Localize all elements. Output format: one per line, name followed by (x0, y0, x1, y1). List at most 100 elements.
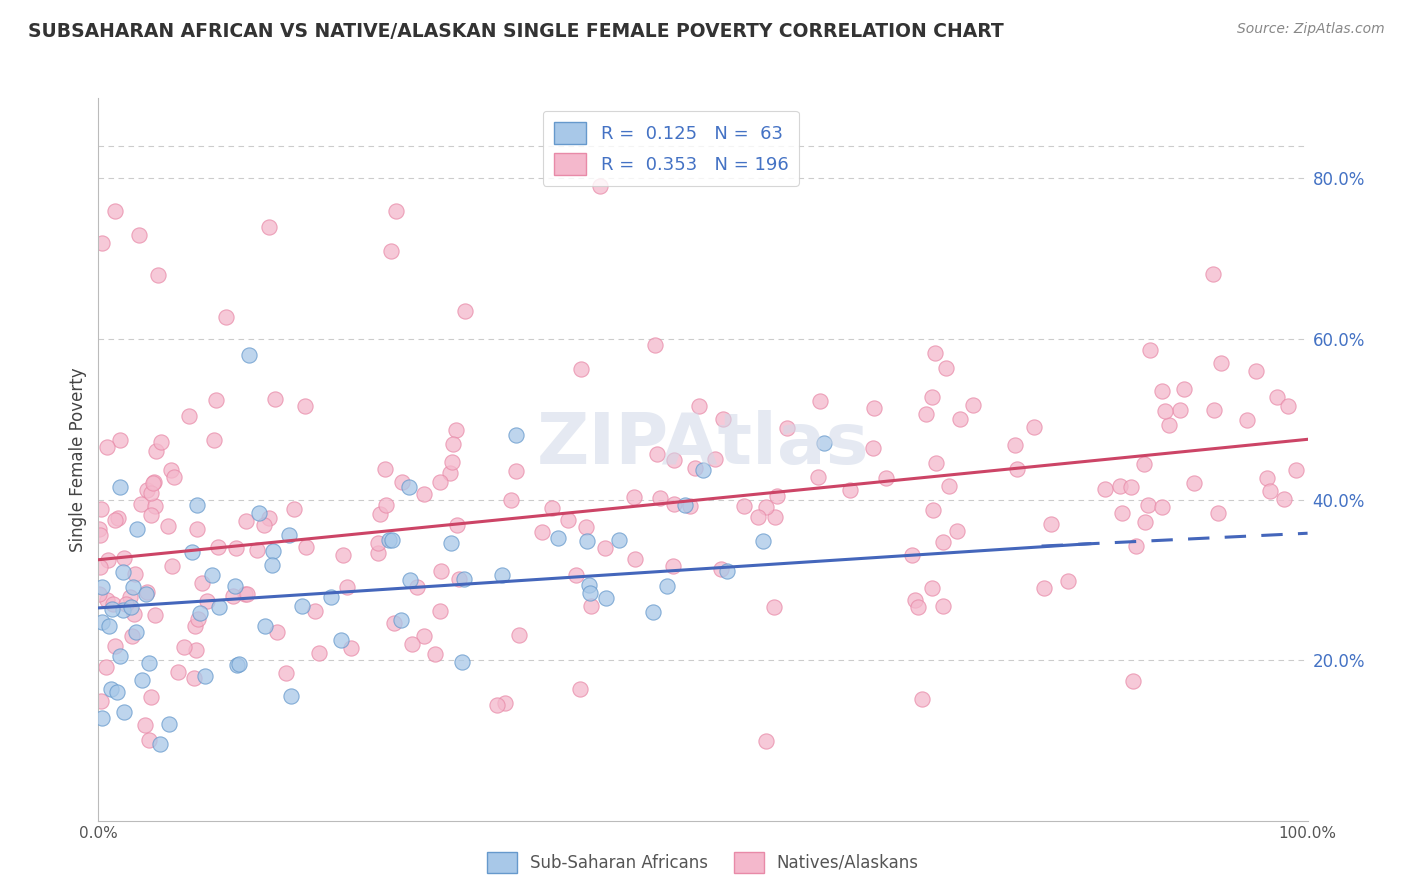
Point (253, 517, 276, 532)
Point (177, 409, 200, 423)
Point (399, 573, 422, 587)
Point (202, 433, 225, 447)
Point (187, 612, 209, 626)
Text: SUBSAHARAN AFRICAN VS NATIVE/ALASKAN SINGLE FEMALE POVERTY CORRELATION CHART: SUBSAHARAN AFRICAN VS NATIVE/ALASKAN SIN… (28, 22, 1004, 41)
Point (136, 585, 159, 599)
Point (112, 551, 135, 566)
Point (101, 601, 124, 615)
Point (568, 682, 591, 697)
Point (222, 589, 245, 603)
Point (683, 461, 706, 475)
Point (1265, 390, 1288, 404)
Point (100, 682, 122, 697)
Point (607, 533, 630, 547)
Point (440, 535, 463, 549)
Point (166, 665, 188, 679)
Point (367, 546, 389, 560)
Point (184, 643, 207, 657)
Point (650, 491, 672, 505)
Point (143, 499, 166, 513)
Point (907, 600, 929, 615)
Point (755, 733, 778, 747)
Point (531, 524, 554, 539)
Point (747, 510, 769, 524)
Point (89, 559, 111, 574)
Point (336, 580, 359, 594)
Point (1182, 475, 1205, 490)
Point (195, 594, 218, 608)
Point (188, 606, 211, 620)
Point (184, 619, 207, 633)
Point (766, 489, 789, 503)
Point (595, 591, 617, 605)
Point (90, 694, 112, 708)
Point (122, 580, 145, 594)
Point (127, 522, 149, 536)
Point (716, 564, 738, 578)
Point (623, 490, 645, 504)
Point (191, 576, 214, 591)
Point (87, 587, 110, 601)
Point (94, 659, 117, 673)
Point (441, 436, 464, 450)
Point (97, 619, 120, 633)
Point (339, 641, 361, 656)
Point (304, 604, 326, 618)
Point (1277, 399, 1299, 413)
Point (224, 579, 246, 593)
Point (114, 705, 136, 719)
Point (90, 711, 112, 725)
Point (186, 499, 208, 513)
Point (547, 531, 569, 545)
Point (453, 572, 475, 586)
Point (932, 535, 955, 549)
Point (430, 564, 453, 578)
Point (1125, 539, 1147, 553)
Point (332, 548, 354, 562)
Point (763, 600, 786, 615)
Point (862, 441, 884, 455)
Point (128, 227, 150, 242)
Point (1133, 458, 1156, 472)
Point (200, 567, 222, 582)
Point (938, 478, 960, 492)
Point (1211, 356, 1233, 370)
Point (1159, 418, 1181, 433)
Point (406, 580, 429, 594)
Point (247, 506, 270, 520)
Point (291, 599, 314, 613)
Point (375, 498, 398, 512)
Point (565, 568, 588, 582)
Point (491, 568, 513, 582)
Point (104, 203, 127, 218)
Point (96, 440, 118, 454)
Point (121, 629, 143, 643)
Point (703, 452, 725, 467)
Point (233, 586, 256, 600)
Point (839, 483, 862, 498)
Point (145, 444, 167, 458)
Point (131, 673, 153, 688)
Point (262, 543, 284, 558)
Point (294, 399, 316, 413)
Point (135, 587, 157, 601)
Point (932, 599, 955, 613)
Point (1119, 480, 1142, 494)
Point (589, 179, 612, 194)
Point (111, 603, 134, 617)
Point (389, 613, 412, 627)
Point (752, 534, 775, 549)
Point (1272, 492, 1295, 507)
Point (440, 455, 463, 469)
Point (110, 648, 132, 663)
Point (962, 397, 984, 411)
Point (1204, 403, 1226, 417)
Point (755, 500, 778, 515)
Point (505, 427, 527, 442)
Point (96, 593, 118, 607)
Point (381, 533, 404, 547)
Point (1256, 470, 1278, 484)
Point (139, 508, 162, 522)
Point (447, 572, 470, 586)
Text: Source: ZipAtlas.com: Source: ZipAtlas.com (1237, 22, 1385, 37)
